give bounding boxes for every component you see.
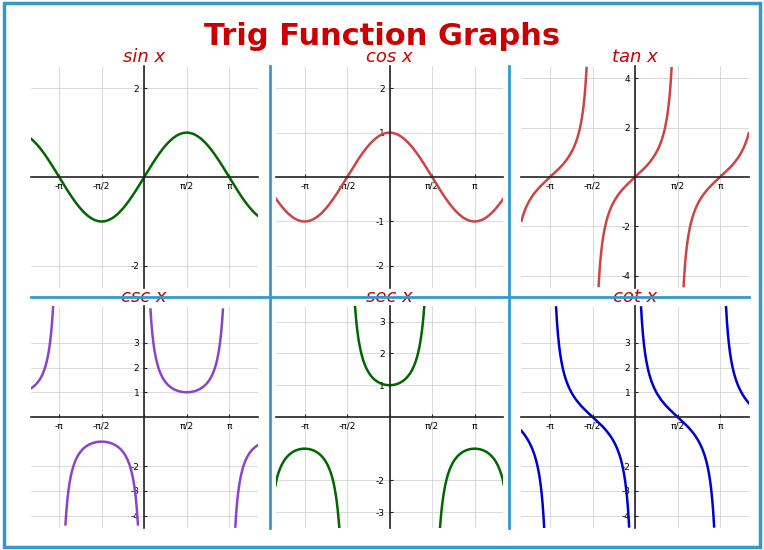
Text: Trig Function Graphs: Trig Function Graphs bbox=[204, 22, 560, 51]
Title: csc x: csc x bbox=[121, 288, 167, 306]
Title: sec x: sec x bbox=[366, 288, 413, 306]
Title: tan x: tan x bbox=[612, 48, 658, 66]
Title: sin x: sin x bbox=[123, 48, 165, 66]
Title: cos x: cos x bbox=[366, 48, 413, 66]
Title: cot x: cot x bbox=[613, 288, 657, 306]
